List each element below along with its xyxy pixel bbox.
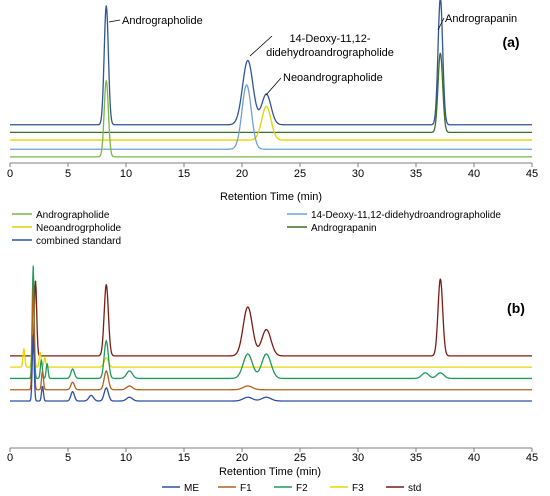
panel-a-x-tick-label: 20 bbox=[236, 168, 248, 180]
panel-b-x-tick-label: 20 bbox=[236, 452, 248, 464]
panel-a-x-axis-title: Retention Time (min) bbox=[220, 191, 322, 203]
panel-a-legend-label: Andrograpanin bbox=[311, 223, 377, 234]
panel-a-x-tick-label: 10 bbox=[120, 168, 132, 180]
panel-a-annotation-label: Andrograpanin bbox=[445, 13, 517, 25]
panel-a-annotation-label: didehydroandrographolide bbox=[266, 47, 394, 59]
panel-a-annotation-leader bbox=[265, 77, 282, 96]
panel-b-x-tick-label: 25 bbox=[294, 452, 306, 464]
panel-b-series-f1 bbox=[10, 286, 532, 391]
panel-b-series-f2 bbox=[10, 265, 532, 380]
panel-a-legend-label: Andrographolide bbox=[36, 210, 110, 221]
panel-b-x-tick-label: 15 bbox=[178, 452, 190, 464]
panel-a-legend: Andrographolide 14-Deoxy-11,12-didehydroa… bbox=[12, 210, 501, 247]
panel-a-legend-label: 14-Deoxy-11,12-didehydroandrographolide bbox=[311, 210, 501, 221]
panel-a-x-tick-label: 35 bbox=[410, 168, 422, 180]
panel-a-annotations: Andrographolide 14-Deoxy-11,12- didehydroa… bbox=[108, 13, 517, 96]
panel-a-series bbox=[10, 0, 532, 158]
panel-b: 0 5 10 15 20 25 30 35 40 45 (b) Retention Time (m… bbox=[7, 265, 538, 494]
panel-a-annotation-label: Andrographolide bbox=[122, 15, 203, 27]
panel-a-legend-label: Neoandrogrpholide bbox=[36, 223, 122, 234]
panel-b-series-std bbox=[10, 278, 532, 357]
panel-a-annotation-leader bbox=[108, 19, 121, 23]
panel-b-legend-label: F3 bbox=[352, 483, 364, 494]
panel-a-annotation-label: Neoandrographolide bbox=[283, 72, 383, 84]
panel-a-x-tick-label: 40 bbox=[468, 168, 480, 180]
panel-a-series-combined-standard bbox=[10, 0, 532, 126]
panel-a-series-14-deoxy-11-12-didehydroandrographolide bbox=[10, 84, 532, 150]
panel-a-x-tick-label: 30 bbox=[352, 168, 364, 180]
panel-b-legend: ME F1 F2 F3 std bbox=[162, 483, 421, 494]
panel-a-label: (a) bbox=[502, 34, 519, 50]
panel-b-x-tick-label: 10 bbox=[120, 452, 132, 464]
panel-b-series bbox=[10, 265, 532, 402]
panel-b-x-tick-label: 0 bbox=[7, 452, 13, 464]
panel-a-x-tick-label: 15 bbox=[178, 168, 190, 180]
panel-b-x-axis-title: Retention Time (min) bbox=[219, 466, 321, 478]
panel-a-x-tick-label: 0 bbox=[7, 168, 13, 180]
panel-a-series-andrograpanin bbox=[10, 52, 532, 134]
panel-b-label: (b) bbox=[507, 300, 525, 316]
panel-b-x-tick-label: 30 bbox=[352, 452, 364, 464]
panel-b-legend-label: F2 bbox=[296, 483, 308, 494]
panel-a-legend-label: combined standard bbox=[36, 236, 121, 247]
panel-a-x-tick-label: 5 bbox=[65, 168, 71, 180]
panel-a-annotation-leader bbox=[437, 17, 445, 31]
panel-b-x-tick-label: 35 bbox=[410, 452, 422, 464]
panel-b-x-tick-label: 40 bbox=[468, 452, 480, 464]
panel-a-annotation-label: 14-Deoxy-11,12- bbox=[289, 33, 370, 45]
panel-a-x-tick-label: 25 bbox=[294, 168, 306, 180]
panel-a-x-tick-label: 45 bbox=[526, 168, 538, 180]
panel-b-x-ticks: 0 5 10 15 20 25 30 35 40 45 bbox=[7, 448, 538, 464]
panel-a-series-andrographolide bbox=[10, 80, 532, 158]
panel-b-legend-label: F1 bbox=[240, 483, 252, 494]
panel-a-annotation-leader bbox=[249, 35, 273, 57]
panel-a-x-ticks: 0 5 10 15 20 25 30 35 40 45 bbox=[7, 163, 538, 180]
panel-b-x-tick-label: 45 bbox=[526, 452, 538, 464]
panel-b-x-tick-label: 5 bbox=[65, 452, 71, 464]
panel-b-series-f3 bbox=[10, 273, 532, 368]
panel-a: 0 5 10 15 20 25 30 35 40 45 Andrographolide 14-Deo… bbox=[7, 0, 538, 247]
panel-b-series-me bbox=[10, 335, 532, 402]
panel-b-legend-label: std bbox=[408, 483, 421, 494]
panel-b-legend-label: ME bbox=[184, 483, 199, 494]
panel-a-series-neoandrogrpholide bbox=[10, 105, 532, 141]
